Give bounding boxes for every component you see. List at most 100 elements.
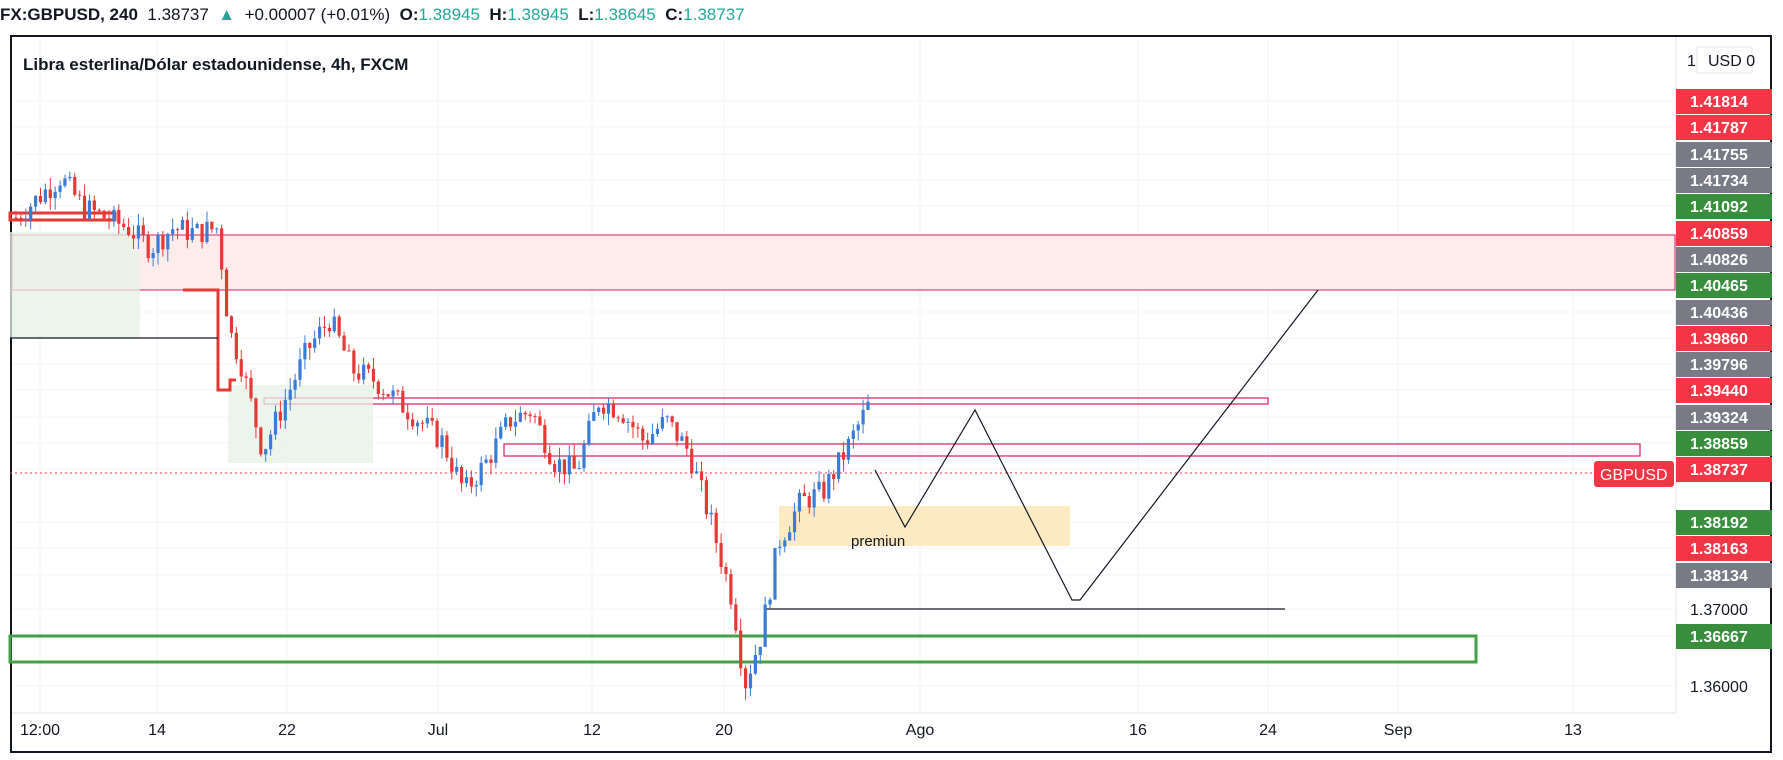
candle-body — [621, 418, 625, 423]
candle-body — [131, 234, 136, 239]
candle-body — [646, 440, 650, 444]
supply-zone-top[interactable] — [11, 234, 1676, 291]
candle-body — [249, 377, 253, 399]
price-tag-label: 1.39860 — [1690, 331, 1748, 348]
last-price: 1.38737 — [147, 5, 209, 24]
price-tag-box — [1676, 194, 1772, 219]
candle-body — [822, 481, 826, 499]
candle-body — [308, 343, 312, 348]
price-tag-box — [1676, 624, 1772, 649]
demand-zone-green[interactable] — [8, 634, 1478, 664]
price-tag-box — [1676, 536, 1772, 561]
candle-body — [489, 459, 493, 463]
candle-body — [229, 316, 234, 333]
candle-body — [504, 417, 508, 427]
candle-body — [53, 191, 57, 199]
candle-body — [841, 452, 846, 460]
change-up-icon: ▲ — [218, 5, 236, 24]
candle-body — [264, 449, 268, 455]
time-tick-label: 24 — [1259, 722, 1277, 739]
candle-body — [352, 350, 356, 374]
price-tag-box — [1676, 431, 1772, 456]
candle-body — [371, 368, 376, 382]
candle-body — [587, 420, 591, 445]
price-tag-box — [1676, 221, 1772, 246]
candle-body — [768, 599, 772, 605]
candle-body — [499, 426, 503, 439]
time-tick-label: Jul — [428, 722, 448, 739]
candle-body — [797, 492, 802, 512]
candle-body — [396, 390, 400, 392]
candle-body — [327, 327, 331, 332]
candle-body — [665, 416, 669, 418]
candle-body — [303, 343, 307, 360]
candle-body — [739, 630, 743, 669]
projection-path[interactable] — [874, 289, 1319, 601]
candle-body — [283, 399, 287, 421]
scale-label[interactable]: 1 — [1687, 53, 1696, 70]
candle-body — [553, 463, 557, 472]
candle-body — [156, 235, 160, 254]
grid-lines — [12, 40, 1674, 713]
open-label: O: — [399, 5, 419, 24]
candle-body — [704, 480, 709, 515]
candle-body — [357, 373, 361, 380]
premium-zone[interactable] — [779, 506, 1070, 546]
price-axis[interactable]: 1.41814 1.41787 1.41755 1.41734 1.41092 1.408… — [1676, 89, 1772, 696]
close-value: 1.38737 — [683, 5, 745, 24]
candle-body — [778, 546, 782, 549]
candle-body — [582, 444, 586, 469]
candle-body — [812, 489, 816, 508]
premium-annotation[interactable]: premiun — [851, 533, 905, 550]
candle-body — [719, 543, 723, 567]
candle-body — [161, 235, 165, 250]
candle-body — [788, 532, 792, 541]
candle-body — [141, 225, 145, 236]
candle-body — [494, 438, 498, 463]
candle-body — [185, 219, 189, 240]
candle-body — [743, 668, 748, 689]
price-tag-box — [1676, 457, 1772, 482]
candle-body — [616, 417, 620, 419]
drawing-zones[interactable] — [8, 211, 1676, 664]
candle-body — [269, 434, 273, 450]
symbol-name[interactable]: FX:GBPUSD, 240 — [0, 5, 138, 24]
candle-body — [362, 364, 366, 380]
candle-body — [97, 209, 101, 211]
price-tag-label: 1.40436 — [1690, 305, 1748, 322]
candle-body — [792, 511, 797, 533]
time-axis[interactable]: 12:00 14 22 Jul 12 20 Ago 16 24 Sep 13 — [20, 722, 1582, 739]
price-tag-label: 1.40859 — [1690, 226, 1748, 243]
price-tag-box — [1676, 89, 1772, 114]
candle-body — [548, 452, 552, 464]
symbol-header: FX:GBPUSD, 240 1.38737 ▲ +0.00007 (+0.01… — [0, 0, 1783, 30]
candle-body — [48, 189, 52, 199]
candle-body — [87, 200, 92, 219]
candle-body — [714, 512, 718, 544]
candle-body — [866, 401, 870, 410]
resistance-box-low[interactable] — [503, 443, 1641, 457]
candle-body — [572, 455, 576, 469]
currency-label[interactable]: USD 0 — [1708, 53, 1755, 70]
candle-body — [273, 411, 278, 435]
candle-body — [455, 466, 459, 472]
resistance-box-mid[interactable] — [263, 397, 1269, 405]
candle-body — [518, 412, 522, 422]
candle-body — [259, 427, 263, 455]
symbol-badge-box — [1594, 461, 1674, 487]
candle-body — [215, 228, 219, 230]
candle-body — [175, 229, 180, 231]
currency-box[interactable] — [1696, 46, 1753, 74]
candle-body — [420, 422, 425, 424]
candle-body — [107, 218, 111, 222]
time-tick-label: 20 — [715, 722, 733, 739]
break-line-red — [183, 288, 236, 392]
candle-body — [342, 335, 346, 351]
candle-body — [783, 540, 787, 547]
candle-body — [78, 194, 82, 196]
candle-body — [817, 481, 821, 490]
high-value: 1.38945 — [507, 5, 569, 24]
time-tick-label: 12 — [583, 722, 601, 739]
price-tag-label: 1.38163 — [1690, 541, 1748, 558]
